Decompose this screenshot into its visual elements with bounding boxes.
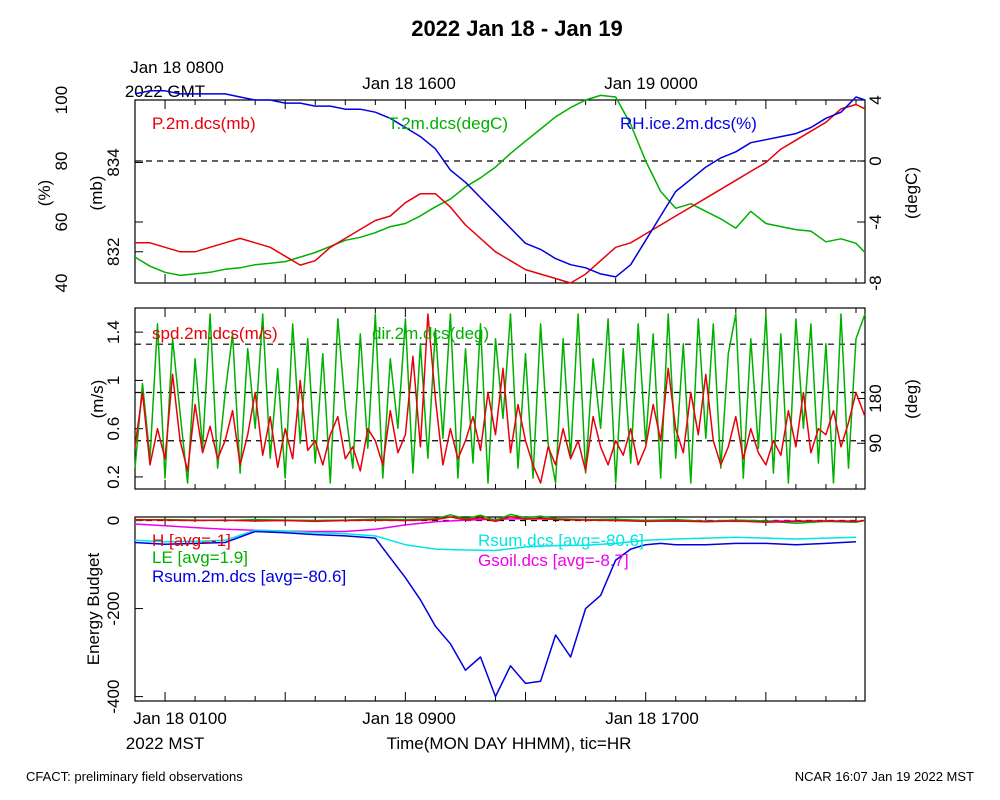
legend-pressure: P.2m.dcs(mb): [152, 114, 256, 133]
axis-ms-tick-label: 1.4: [104, 320, 123, 344]
panel-pressure-temperature-humidity: 40 60 80 100 832 834 -8 -4 0 4: [52, 86, 885, 293]
series-rh-ice-line: [134, 90, 866, 278]
series-temperature-line: [134, 94, 866, 277]
axis-percent-tick-label: 100: [52, 86, 71, 114]
bottom-axis-label-1700: Jan 18 1700: [605, 709, 699, 728]
bottom-axis-first-label-line2: 2022 MST: [126, 734, 204, 753]
axis-degc-tick-label: 0: [866, 156, 885, 165]
axis-energy-tick-label: -200: [104, 592, 123, 626]
axis-energy-tick-label: -400: [104, 680, 123, 714]
axis-mb-tick-label: 832: [104, 238, 123, 266]
series-rsum-2m-line: [134, 530, 857, 698]
legend-wind-direction: dir.2m.dcs(deg): [372, 324, 489, 343]
top-axis-label-0000: Jan 19 0000: [604, 74, 698, 93]
legend-sensible-heat: H [avg=-1]: [152, 531, 231, 550]
axis-title-percent: (%): [35, 180, 54, 206]
footer-left-note: CFACT: preliminary field observations: [26, 769, 243, 784]
axis-energy-tick-label: 0: [104, 516, 123, 525]
axis-percent-tick-label: 40: [52, 274, 71, 293]
legend-latent-heat: LE [avg=1.9]: [152, 548, 248, 567]
axis-ms-tick-label: 0.6: [104, 417, 123, 441]
x-axis-title: Time(MON DAY HHMM), tic=HR: [387, 734, 632, 753]
series-rsum-line: [134, 529, 857, 552]
bottom-axis-first-label-line1: Jan 18 0100: [133, 709, 227, 728]
panel-wind: 0.2 0.6 1 1.4 90 180: [104, 307, 885, 490]
panel-frame: [134, 99, 866, 284]
chart-title: 2022 Jan 18 - Jan 19: [411, 16, 623, 41]
legend-rsum-2m: Rsum.2m.dcs [avg=-80.6]: [152, 567, 346, 586]
axis-degc-tick-label: 4: [866, 95, 885, 104]
footer-right-note: NCAR 16:07 Jan 19 2022 MST: [795, 769, 974, 784]
axis-ms-tick-label: 0.2: [104, 465, 123, 489]
axis-degc-tick-label: -4: [866, 214, 885, 229]
legend-temperature: T.2m.dcs(degC): [388, 114, 508, 133]
axis-mb-tick-label: 834: [104, 148, 123, 176]
axis-title-mb: (mb): [87, 176, 106, 211]
axis-percent-tick-label: 60: [52, 213, 71, 232]
legend-gsoil: Gsoil.dcs [avg=-8.7]: [478, 551, 629, 570]
top-axis-label-1600: Jan 18 1600: [362, 74, 456, 93]
axis-deg-tick-label: 180: [866, 384, 885, 412]
axis-ms-tick-label: 1: [104, 376, 123, 385]
panel-energy-budget: 0 -200 -400: [104, 513, 866, 714]
axis-percent-tick-label: 80: [52, 152, 71, 171]
series-pressure-line: [135, 103, 866, 284]
bottom-axis-label-0900: Jan 18 0900: [362, 709, 456, 728]
legend-wind-speed: spd.2m.dcs(m/s): [152, 324, 278, 343]
axis-degc-tick-label: -8: [866, 275, 885, 290]
legend-rh-ice: RH.ice.2m.dcs(%): [620, 114, 757, 133]
axis-title-deg: (deg): [902, 379, 921, 419]
top-axis-first-label-line1: Jan 18 0800: [130, 58, 224, 77]
legend-rsum: Rsum.dcs [avg=-80.6]: [478, 531, 644, 550]
axis-title-ms: (m/s): [88, 380, 107, 419]
axis-title-degc: (degC): [902, 167, 921, 219]
axis-title-energy-budget: Energy Budget: [84, 552, 103, 665]
axis-deg-tick-label: 90: [866, 434, 885, 453]
series-wind-speed-line: [134, 313, 866, 484]
series-sensible-heat-line: [134, 515, 866, 524]
